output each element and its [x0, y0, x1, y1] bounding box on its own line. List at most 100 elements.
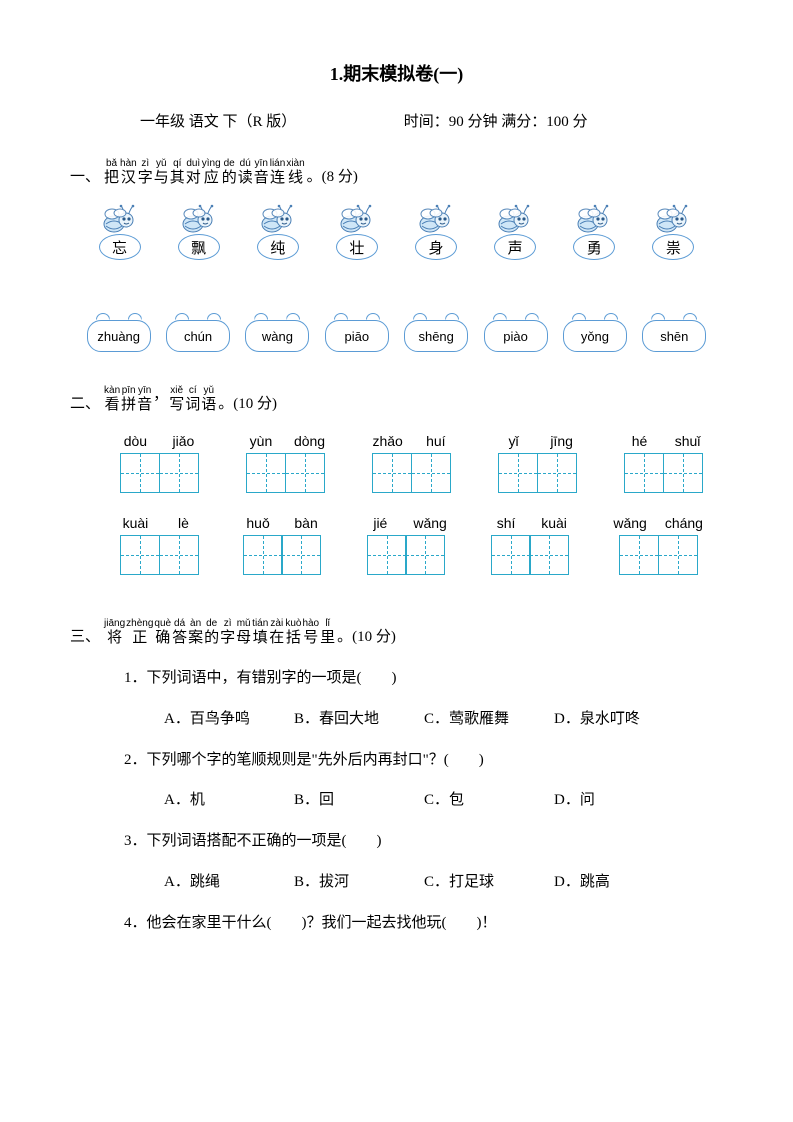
ruby-item: pīn拼 [121, 386, 136, 413]
ruby-item: zì字 [138, 159, 153, 186]
mcq-option: C．包 [424, 788, 514, 809]
ruby-item: kàn看 [104, 386, 120, 413]
bee-item: 声 [481, 200, 549, 260]
pinyin-cloud: zhuàng [87, 320, 151, 352]
bee-item: 纯 [244, 200, 312, 260]
section-2-head: 二、 kàn看pīn拼yīn音，xiě写cí词yǔ语 。(10 分) [70, 380, 723, 413]
section-3-head: 三、 jiāng将zhèng正què确dá答àn案de的zì字mǔ母tián填z… [70, 613, 723, 646]
pinyin-item: héshuǐ [624, 433, 703, 493]
char-oval: 忘 [99, 234, 141, 260]
q4-stem: 4．他会在家里干什么( )？我们一起去找他玩( )！ [124, 909, 723, 938]
ruby-item: de的 [204, 619, 219, 646]
ruby-item: yīn音 [254, 159, 269, 186]
mcq-option: C．打足球 [424, 870, 514, 891]
mcq-option: B．春回大地 [294, 707, 384, 728]
subtitle-row: 一年级 语文 下（R 版） 时间：90 分钟 满分：100 分 [70, 110, 723, 131]
ruby-item: zài在 [269, 619, 284, 646]
bee-item: 忘 [86, 200, 154, 260]
ruby-item: mǔ母 [236, 619, 251, 646]
ruby-item: kuò括 [285, 619, 301, 646]
char-oval: 纯 [257, 234, 299, 260]
char-oval: 祟 [652, 234, 694, 260]
ruby-item: ， [153, 386, 168, 413]
section-2-prefix: 二、 [70, 380, 100, 413]
pinyin-cloud: piāo [325, 320, 389, 352]
mcq-option: B．回 [294, 788, 384, 809]
mcq-option: B．拔河 [294, 870, 384, 891]
mcq-option: C．莺歌雁舞 [424, 707, 514, 728]
bee-item: 壮 [323, 200, 391, 260]
ruby-item: hàn汉 [120, 159, 137, 186]
q1-stem: 1．下列词语中，有错别字的一项是( ) [124, 664, 723, 693]
char-oval: 勇 [573, 234, 615, 260]
section-2-ruby: kàn看pīn拼yīn音，xiě写cí词yǔ语 [104, 386, 216, 413]
bee-row: 忘 飘 纯 壮身声勇 祟 [70, 200, 723, 260]
pinyin-cloud: chún [166, 320, 230, 352]
ruby-item: àn案 [188, 619, 203, 646]
pinyin-item: yùndòng [246, 433, 325, 493]
pinyin-item: yǐjīng [498, 433, 577, 493]
ruby-item: qí其 [170, 159, 185, 186]
ruby-item: bǎ把 [104, 159, 119, 186]
tian-box [367, 535, 446, 575]
ruby-item: dú读 [238, 159, 253, 186]
ruby-item: yǔ与 [154, 159, 169, 186]
ruby-item: què确 [154, 619, 171, 646]
section-1-head: 一、 bǎ把hàn汉zì字yǔ与qí其duì对yìng应de的dú读yīn音li… [70, 153, 723, 186]
section-1-tail: 。(8 分) [307, 153, 358, 186]
ruby-item: jiāng将 [104, 619, 125, 646]
pinyin-cloud: wàng [245, 320, 309, 352]
q3-stem: 3．下列词语搭配不正确的一项是( ) [124, 827, 723, 856]
tian-box [120, 453, 199, 493]
tian-box [243, 535, 322, 575]
bee-item: 祟 [639, 200, 707, 260]
tian-box [246, 453, 325, 493]
ruby-item: xiě写 [169, 386, 184, 413]
ruby-item: xiàn线 [286, 159, 304, 186]
tian-box [498, 453, 577, 493]
pinyin-item: zhǎohuí [372, 433, 451, 493]
section-1-prefix: 一、 [70, 153, 100, 186]
pinyin-row-1: dòujiǎo yùndòng zhǎohuí yǐjīng héshuǐ [120, 433, 703, 493]
mcq-option: D．跳高 [554, 870, 644, 891]
q3-opts: A．跳绳 B．拔河 C．打足球 D．跳高 [124, 870, 723, 891]
pinyin-item: shíkuài [491, 515, 570, 575]
section-2-tail: 。(10 分) [218, 380, 277, 413]
ruby-item: tián填 [252, 619, 268, 646]
bee-item: 飘 [165, 200, 233, 260]
mcq-block: 1．下列词语中，有错别字的一项是( ) A．百鸟争鸣B．春回大地C．莺歌雁舞D．… [70, 664, 723, 937]
ruby-item: hào号 [302, 619, 319, 646]
ruby-item: duì对 [186, 159, 201, 186]
bee-item: 身 [402, 200, 470, 260]
char-oval: 飘 [178, 234, 220, 260]
pinyin-cloud: piào [484, 320, 548, 352]
section-3-ruby: jiāng将zhèng正què确dá答àn案de的zì字mǔ母tián填zài在… [104, 619, 335, 646]
char-oval: 壮 [336, 234, 378, 260]
section-3-prefix: 三、 [70, 613, 100, 646]
ruby-item: zì字 [220, 619, 235, 646]
q1-opts: A．百鸟争鸣B．春回大地C．莺歌雁舞D．泉水叮咚 [124, 707, 723, 728]
q2-stem: 2．下列哪个字的笔顺规则是"先外后内再封口"？( ) [124, 746, 723, 775]
pinyin-cloud: shēng [404, 320, 468, 352]
ruby-item: de的 [222, 159, 237, 186]
pinyin-item: kuàilè [120, 515, 199, 575]
pinyin-cloud: yǒng [563, 320, 627, 352]
cloud-row: zhuàng chún wàng piāo shēng piào yǒng shēn [70, 320, 723, 352]
time-text: 时间：90 分钟 满分：100 分 [404, 114, 588, 130]
pinyin-item: huǒbàn [243, 515, 322, 575]
ruby-item: cí词 [185, 386, 200, 413]
pinyin-cloud: shēn [642, 320, 706, 352]
ruby-item: zhèng正 [126, 619, 153, 646]
ruby-item: lián连 [270, 159, 286, 186]
tian-box [491, 535, 570, 575]
tian-box [624, 453, 703, 493]
mcq-option: A．跳绳 [164, 870, 254, 891]
tian-box [120, 535, 199, 575]
ruby-item: yìng应 [202, 159, 221, 186]
ruby-item: yǔ语 [201, 386, 216, 413]
pinyin-item: wǎngcháng [613, 515, 703, 575]
q2-opts: A．机B．回C．包D．问 [124, 788, 723, 809]
pinyin-item: dòujiǎo [120, 433, 199, 493]
ruby-item: yīn音 [137, 386, 152, 413]
pinyin-grid: dòujiǎo yùndòng zhǎohuí yǐjīng héshuǐ kuàilè… [70, 427, 723, 601]
